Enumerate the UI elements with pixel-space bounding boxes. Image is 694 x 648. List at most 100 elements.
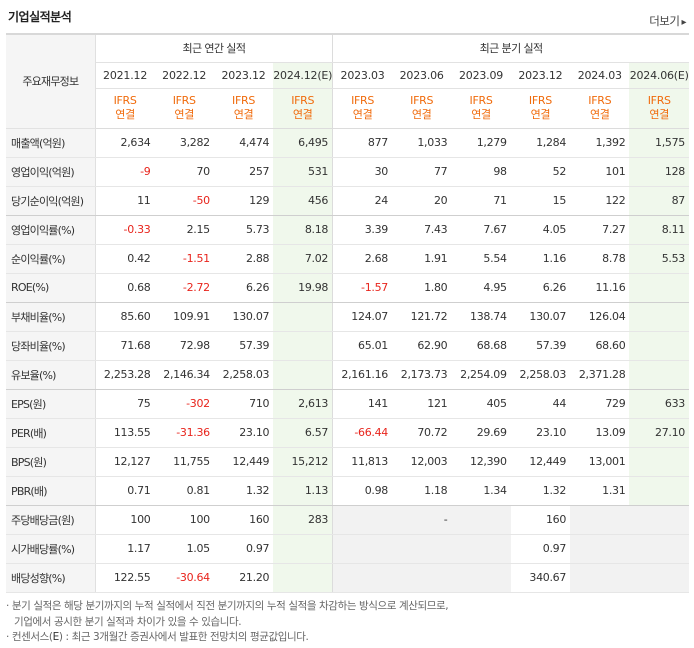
table-cell: 2.15 bbox=[154, 215, 214, 245]
table-cell: 8.18 bbox=[273, 215, 334, 245]
table-cell bbox=[629, 273, 689, 303]
table-row: 당좌비율(%) 71.68 72.98 57.39 65.01 62.90 68.68 57.… bbox=[6, 331, 689, 361]
table-cell: -9 bbox=[95, 157, 155, 187]
section-header: 기업실적분석 더보기 ▸ bbox=[0, 0, 694, 34]
table-cell: 20 bbox=[392, 186, 452, 216]
table-cell bbox=[629, 360, 689, 390]
table-cell: 405 bbox=[451, 389, 511, 419]
table-cell: 1,392 bbox=[570, 128, 630, 158]
row-label: PBR(배) bbox=[6, 476, 96, 506]
consolidation-label: 연결 bbox=[530, 108, 551, 121]
table-cell: 1,284 bbox=[510, 128, 571, 158]
table-cell: 126.04 bbox=[570, 302, 630, 332]
table-cell bbox=[570, 505, 630, 535]
table-row: 주당배당금(원) 100 100 160 283-160 bbox=[6, 505, 689, 535]
table-cell: 138.74 bbox=[451, 302, 511, 332]
table-cell: 2,146.34 bbox=[154, 360, 214, 390]
accounting-standard: IFRS 연결 bbox=[154, 88, 214, 129]
table-cell: 283 bbox=[273, 505, 334, 535]
table-cell bbox=[451, 505, 511, 535]
consolidation-label: 연결 bbox=[471, 108, 491, 121]
table-cell: 62.90 bbox=[392, 331, 452, 361]
table-cell: 129 bbox=[213, 186, 274, 216]
table-cell bbox=[392, 563, 452, 593]
table-cell: 6.26 bbox=[213, 273, 274, 303]
table-cell: 0.98 bbox=[332, 476, 392, 506]
table-cell: 68.60 bbox=[570, 331, 630, 361]
table-row: 유보율(%) 2,253.28 2,146.34 2,258.03 2,161.16 2,… bbox=[6, 360, 689, 390]
accounting-standard: IFRS 연결 bbox=[332, 88, 392, 129]
table-cell: -30.64 bbox=[154, 563, 214, 593]
table-cell: 0.97 bbox=[213, 534, 274, 564]
table-cell: 44 bbox=[510, 389, 571, 419]
table-cell: 1.32 bbox=[213, 476, 274, 506]
table-cell: -66.44 bbox=[332, 418, 392, 448]
more-link-label: 더보기 bbox=[649, 14, 680, 28]
table-row: PER(배) 113.55 -31.36 23.10 6.57 -66.44 70.72 29… bbox=[6, 418, 689, 448]
table-cell: 68.68 bbox=[451, 331, 511, 361]
table-cell: 23.10 bbox=[213, 418, 274, 448]
table-cell: 101 bbox=[570, 157, 630, 187]
table-cell: 1.13 bbox=[273, 476, 334, 506]
table-cell: 0.71 bbox=[95, 476, 155, 506]
table-cell: 2,254.09 bbox=[451, 360, 511, 390]
chevron-right-icon: ▸ bbox=[681, 17, 686, 28]
accounting-standard: IFRS 연결 bbox=[392, 88, 452, 129]
accounting-standard: IFRS 연결 bbox=[273, 88, 334, 129]
table-cell bbox=[273, 360, 334, 390]
period-header-row: 2021.12 2022.12 2023.12 2024.12(E) 2023.03 20… bbox=[6, 62, 689, 89]
table-cell: 1.18 bbox=[392, 476, 452, 506]
table-cell bbox=[273, 302, 334, 332]
standard-label: IFRS bbox=[588, 94, 612, 107]
table-cell: 15 bbox=[510, 186, 571, 216]
table-cell: 130.07 bbox=[213, 302, 274, 332]
accounting-standard: IFRS 연결 bbox=[510, 88, 571, 129]
table-row: EPS(원) 75 -302 710 2,613 141 121 405 44 729 633 bbox=[6, 389, 689, 419]
table-row: ROE(%) 0.68 -2.72 6.26 19.98 -1.57 1.80 4.95 6.2… bbox=[6, 273, 689, 303]
table-cell: 531 bbox=[273, 157, 334, 187]
table-cell: -31.36 bbox=[154, 418, 214, 448]
table-cell: 70.72 bbox=[392, 418, 452, 448]
accounting-standard: IFRS 연결 bbox=[570, 88, 630, 129]
table-cell: 23.10 bbox=[510, 418, 571, 448]
standard-label: IFRS bbox=[232, 94, 256, 107]
table-cell: -50 bbox=[154, 186, 214, 216]
table-cell: 1.34 bbox=[451, 476, 511, 506]
table-row: 시가배당률(%) 1.17 1.05 0.97 0.97 bbox=[6, 534, 689, 564]
table-cell: 113.55 bbox=[95, 418, 155, 448]
table-cell: 257 bbox=[213, 157, 274, 187]
table-cell bbox=[629, 447, 689, 477]
section-title: 기업실적분석 bbox=[8, 10, 72, 24]
table-cell: 124.07 bbox=[332, 302, 392, 332]
table-cell: 1.31 bbox=[570, 476, 630, 506]
table-cell: 2,173.73 bbox=[392, 360, 452, 390]
consolidation-label: 연결 bbox=[411, 108, 432, 121]
table-cell: 1.16 bbox=[510, 244, 571, 274]
table-cell: 11.16 bbox=[570, 273, 630, 303]
standard-label: IFRS bbox=[469, 94, 493, 107]
footnote-1: · 분기 실적은 해당 분기까지의 누적 실적에서 직전 분기까지의 누적 실적… bbox=[6, 600, 449, 612]
table-cell: 12,127 bbox=[95, 447, 155, 477]
table-cell: -302 bbox=[154, 389, 214, 419]
consolidation-label: 연결 bbox=[589, 108, 610, 121]
more-link[interactable]: 더보기 ▸ bbox=[649, 13, 686, 29]
table-cell: 7.43 bbox=[392, 215, 452, 245]
table-cell: 6.57 bbox=[273, 418, 334, 448]
table-cell: 141 bbox=[332, 389, 392, 419]
table-cell bbox=[332, 505, 392, 535]
table-cell: 71 bbox=[451, 186, 511, 216]
footnote-2-a: · 컨센서스( bbox=[6, 631, 53, 643]
table-cell: 1.17 bbox=[95, 534, 155, 564]
table-cell bbox=[570, 563, 630, 593]
table-cell: 710 bbox=[213, 389, 274, 419]
table-cell: 121.72 bbox=[392, 302, 452, 332]
period-header: 2023.09 bbox=[451, 62, 511, 89]
table-cell: 72.98 bbox=[154, 331, 214, 361]
table-cell: 0.97 bbox=[510, 534, 571, 564]
table-cell: 52 bbox=[510, 157, 571, 187]
period-header: 2024.03 bbox=[570, 62, 630, 89]
table-cell: 5.73 bbox=[213, 215, 274, 245]
table-cell bbox=[570, 534, 630, 564]
row-label: 영업이익률(%) bbox=[6, 215, 96, 245]
table-cell: 2,258.03 bbox=[213, 360, 274, 390]
